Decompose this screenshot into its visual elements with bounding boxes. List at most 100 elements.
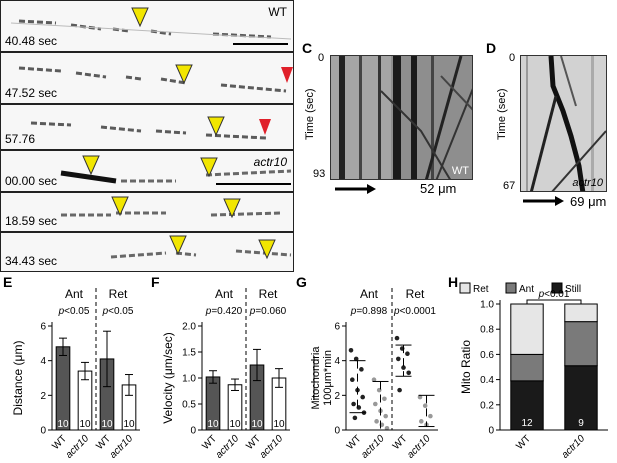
group-label: Ret — [406, 287, 425, 301]
y-axis-label: Mito Ratio — [459, 340, 473, 394]
panel-label-e: E — [3, 274, 13, 290]
n-label: 12 — [521, 418, 533, 429]
yellow-arrowhead-icon — [175, 64, 193, 85]
stack-segment-ant — [564, 321, 598, 367]
y-tick-label: 0.2 — [480, 400, 494, 411]
data-point — [352, 415, 358, 421]
arrow-right-icon — [335, 184, 376, 194]
stack-segment-still — [510, 380, 544, 431]
y-tick-label: 0 — [334, 426, 340, 437]
kymo-c-t0: 0 — [318, 52, 325, 64]
category-label: actr10 — [560, 433, 588, 461]
y-tick-label: 6 — [334, 322, 340, 333]
legend-label: Still — [565, 284, 581, 295]
p-value-label: p<0.01 — [538, 289, 570, 300]
genotype-label: actr10 — [253, 155, 287, 169]
y-tick-label: 0.5 — [182, 400, 196, 411]
kymo-d-tend: 67 — [503, 180, 516, 192]
timestamp: 18.59 sec — [5, 214, 58, 228]
y-axis-label: Mitochondria — [310, 346, 322, 410]
y-tick-label: 0.6 — [480, 350, 494, 361]
yellow-arrowhead-icon — [131, 7, 149, 28]
n-label: 10 — [79, 419, 91, 430]
data-point — [396, 356, 401, 362]
data-point — [373, 401, 378, 407]
group-label: Ret — [109, 287, 128, 301]
y-tick-label: 4 — [334, 356, 340, 367]
n-label: 10 — [229, 419, 241, 430]
y-tick-label: 0 — [488, 426, 494, 437]
p-value-label: p<0.05 — [102, 306, 134, 317]
category-label: WT — [514, 433, 533, 452]
legend-swatch — [551, 282, 563, 294]
frame-b1: actr10 00.00 sec — [0, 150, 294, 192]
category-label: actr10 — [64, 433, 92, 461]
data-point — [382, 396, 387, 402]
group-label: Ant — [360, 287, 379, 301]
y-tick-label: 0.4 — [480, 375, 494, 386]
chart-g-mito-counts: 0 2 4 6 Mitochondria 100μm*min Ant p=0.898 Ret p<… — [310, 287, 438, 461]
category-label: actr10 — [405, 433, 433, 461]
n-label: 10 — [57, 419, 69, 430]
y-tick-label: 6 — [40, 322, 46, 333]
panel-label-c: C — [302, 40, 313, 56]
data-point — [405, 351, 410, 357]
data-point — [397, 387, 402, 393]
y-tick-label: 0.8 — [480, 325, 494, 336]
frame-a1: WT 40.48 sec — [0, 0, 294, 52]
y-tick-label: 0 — [40, 426, 46, 437]
data-point — [371, 377, 377, 383]
group-label: Ant — [65, 287, 84, 301]
mitochondria-strip — [18, 66, 287, 93]
significance-bracket — [526, 299, 582, 304]
kymo-d-ylabel: Time (sec) — [496, 88, 508, 140]
yellow-arrowhead-icon — [258, 239, 276, 260]
data-point — [422, 403, 428, 409]
y-tick-label: 2.0 — [182, 322, 196, 333]
yellow-arrowhead-icon — [169, 235, 187, 256]
kymo-d-genotype: actr10 — [572, 177, 603, 189]
category-label: actr10 — [108, 433, 136, 461]
n-label: 10 — [273, 419, 285, 430]
kymo-c-genotype: WT — [451, 165, 469, 177]
chart-f-velocity: 0 0.5 1.0 1.5 2.0 Velocity (μm/sec) Ant p=0.420… — [161, 287, 290, 461]
y-tick-label: 2 — [40, 391, 46, 402]
stack-segment-ret — [510, 303, 544, 355]
data-point — [417, 394, 423, 400]
mitochondria-strip — [10, 19, 292, 40]
kymo-c-tend: 93 — [313, 168, 326, 180]
data-point — [360, 394, 365, 400]
data-point — [348, 347, 354, 353]
kymo-d-scale: 69 μm — [570, 194, 607, 209]
panel-label-h: H — [448, 274, 459, 290]
p-value-label: p=0.060 — [249, 306, 287, 317]
frame-b3: 34.43 sec — [0, 232, 294, 272]
mitochondria-strip — [110, 249, 292, 259]
timestamp: 00.00 sec — [5, 174, 58, 188]
y-axis-label: Distance (μm) — [11, 341, 25, 416]
genotype-label: WT — [268, 5, 287, 19]
kymo-d-t0: 0 — [509, 52, 516, 64]
p-value-label: p=0.420 — [205, 306, 243, 317]
data-point — [383, 413, 388, 419]
panel-label-d: D — [486, 40, 497, 56]
stack-segment-ret — [564, 303, 598, 323]
y-tick-label: 0 — [190, 426, 196, 437]
panel-label-f: F — [151, 274, 160, 290]
group-label: Ant — [215, 287, 234, 301]
data-point — [351, 401, 356, 407]
timestamp: 40.48 sec — [5, 34, 58, 48]
scale-bar — [216, 183, 291, 185]
data-point — [353, 356, 359, 362]
data-point — [394, 335, 400, 341]
data-point — [374, 419, 379, 424]
mitochondria-strip — [61, 211, 282, 217]
n-label: 10 — [207, 419, 219, 430]
chart-h-mito-ratio: 0 0.2 0.4 0.6 0.8 1.0 Mito Ratio Ret Ant Still 12 W… — [459, 282, 608, 461]
p-value-label: p<0.05 — [58, 306, 90, 317]
n-label: 10 — [251, 419, 263, 430]
legend-label: Ant — [519, 284, 534, 295]
y-axis-label: Velocity (μm/sec) — [161, 332, 175, 424]
category-label: WT — [345, 433, 364, 452]
